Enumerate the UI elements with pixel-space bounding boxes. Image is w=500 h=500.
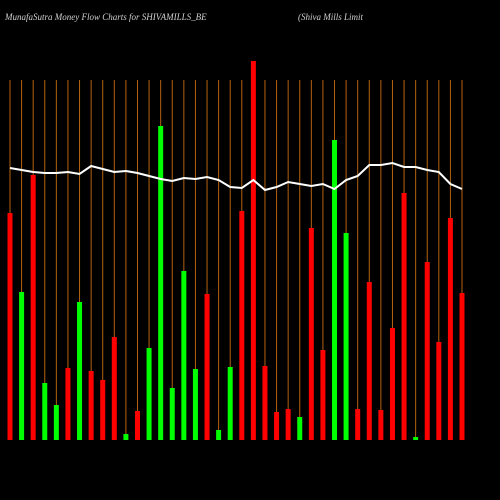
bar	[30, 175, 36, 440]
bar	[216, 430, 222, 440]
bar	[169, 388, 175, 440]
bar	[111, 337, 117, 440]
bar	[436, 342, 442, 440]
bar	[320, 350, 326, 440]
bar	[239, 211, 245, 440]
bar	[19, 292, 25, 440]
bar	[146, 348, 152, 440]
bar	[447, 218, 453, 440]
bar	[366, 282, 372, 440]
bar	[100, 380, 106, 440]
bar	[297, 417, 303, 440]
money-flow-line	[9, 161, 463, 192]
bar	[42, 383, 48, 440]
bar	[88, 371, 94, 440]
bar	[424, 262, 430, 440]
bar	[181, 271, 187, 440]
bar	[204, 294, 210, 440]
bar	[158, 126, 164, 440]
bar	[332, 140, 338, 440]
bar	[65, 368, 71, 440]
bar	[274, 412, 280, 440]
bar	[285, 409, 291, 440]
bar	[53, 405, 59, 440]
bar	[227, 367, 233, 440]
chart-subtitle: (Shiva Mills Limit	[298, 12, 363, 22]
bar	[192, 369, 198, 440]
bar	[413, 437, 419, 440]
bar	[459, 293, 465, 440]
bar	[401, 193, 407, 440]
bar	[262, 366, 268, 440]
bar	[378, 410, 384, 440]
bar	[123, 434, 129, 440]
chart-title: MunafaSutra Money Flow Charts for SHIVAM…	[4, 12, 207, 22]
bar	[389, 328, 395, 440]
bar	[355, 409, 361, 440]
bar	[77, 302, 83, 440]
bar	[250, 61, 256, 440]
bar	[134, 411, 140, 440]
bar	[308, 228, 314, 440]
bar	[7, 213, 13, 440]
bar	[343, 233, 349, 440]
